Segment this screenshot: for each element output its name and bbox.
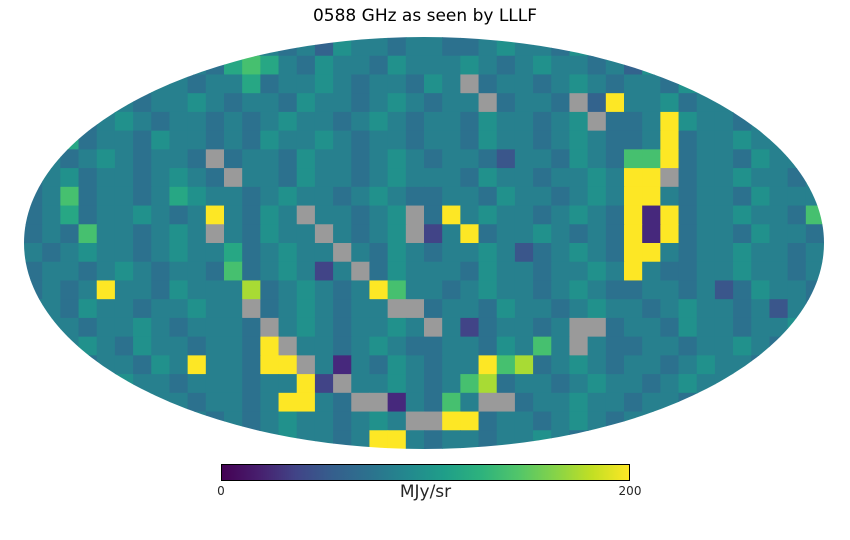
colorbar: 0 200 MJy/sr (217, 464, 641, 524)
colorbar-tick-max: 200 (618, 484, 642, 498)
colorbar-gradient (221, 464, 630, 481)
mollweide-map (24, 37, 824, 449)
colorbar-label: MJy/sr (399, 482, 452, 502)
colorbar-tick-min: 0 (217, 484, 225, 498)
figure-title: 0588 GHz as seen by LLLF (312, 6, 538, 26)
